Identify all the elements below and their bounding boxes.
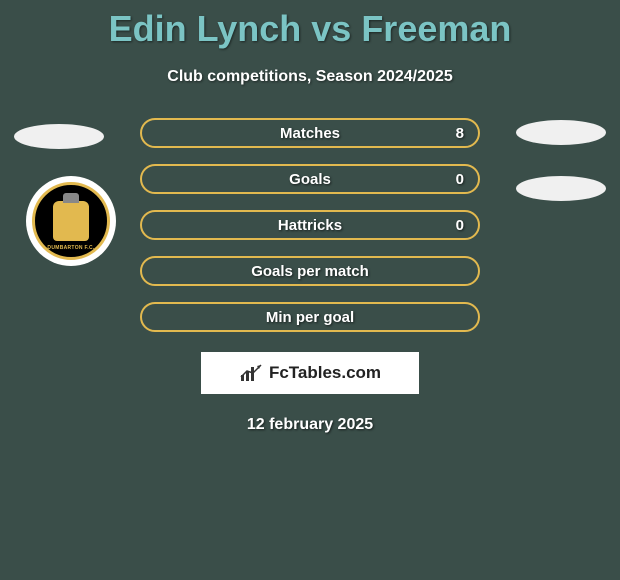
club-left-badge: DUMBARTON F.C. bbox=[26, 176, 116, 266]
club-badge-castle-icon bbox=[63, 193, 79, 203]
stat-row-min-per-goal: Min per goal bbox=[140, 302, 480, 332]
player-right-photo-placeholder bbox=[516, 120, 606, 145]
brand-text: FcTables.com bbox=[269, 363, 381, 383]
stat-label: Goals bbox=[289, 171, 331, 188]
club-badge-shield-icon bbox=[53, 201, 89, 241]
date-text: 12 february 2025 bbox=[0, 416, 620, 434]
stat-value-right: 0 bbox=[456, 217, 464, 234]
page-title: Edin Lynch vs Freeman bbox=[0, 0, 620, 50]
stat-label: Matches bbox=[280, 125, 340, 142]
subtitle: Club competitions, Season 2024/2025 bbox=[0, 68, 620, 86]
stat-row-hattricks: Hattricks 0 bbox=[140, 210, 480, 240]
player-left-photo-placeholder bbox=[14, 124, 104, 149]
club-right-badge-placeholder bbox=[516, 176, 606, 201]
club-badge-ring: DUMBARTON F.C. bbox=[32, 182, 110, 260]
stat-value-right: 0 bbox=[456, 171, 464, 188]
brand-box: FcTables.com bbox=[201, 352, 419, 394]
stat-row-goals: Goals 0 bbox=[140, 164, 480, 194]
stat-label: Goals per match bbox=[251, 263, 369, 280]
stat-row-goals-per-match: Goals per match bbox=[140, 256, 480, 286]
brand-chart-icon bbox=[239, 363, 263, 383]
stat-label: Min per goal bbox=[266, 309, 354, 326]
club-badge-text: DUMBARTON F.C. bbox=[35, 245, 107, 251]
stat-label: Hattricks bbox=[278, 217, 342, 234]
stat-row-matches: Matches 8 bbox=[140, 118, 480, 148]
stat-value-right: 8 bbox=[456, 125, 464, 142]
